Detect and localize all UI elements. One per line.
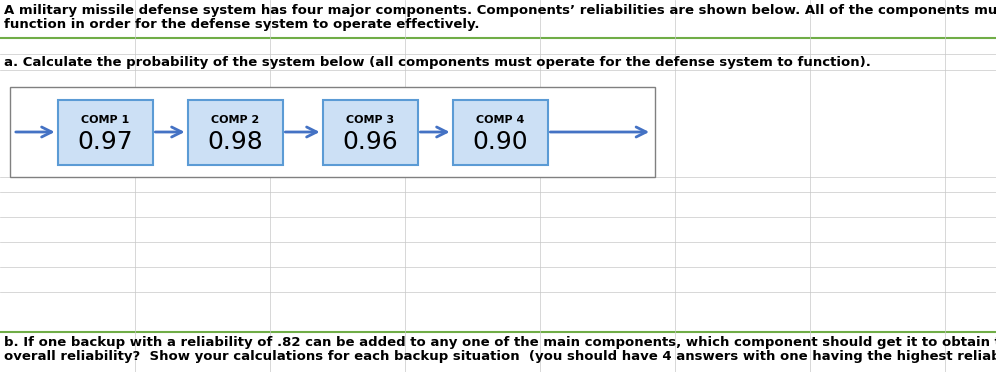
FancyBboxPatch shape	[10, 87, 655, 177]
FancyBboxPatch shape	[58, 99, 152, 164]
Text: a. Calculate the probability of the system below (all components must operate fo: a. Calculate the probability of the syst…	[4, 56, 871, 69]
Text: 0.98: 0.98	[207, 130, 263, 154]
Text: 0.96: 0.96	[342, 130, 397, 154]
Text: function in order for the defense system to operate effectively.: function in order for the defense system…	[4, 18, 479, 31]
Text: COMP 4: COMP 4	[476, 115, 524, 125]
Text: COMP 2: COMP 2	[211, 115, 259, 125]
FancyBboxPatch shape	[452, 99, 548, 164]
FancyBboxPatch shape	[323, 99, 417, 164]
Text: 0.90: 0.90	[472, 130, 528, 154]
Text: COMP 3: COMP 3	[346, 115, 394, 125]
Text: COMP 1: COMP 1	[81, 115, 129, 125]
Text: 0.97: 0.97	[77, 130, 132, 154]
FancyBboxPatch shape	[187, 99, 283, 164]
Text: b. If one backup with a reliability of .82 can be added to any one of the main c: b. If one backup with a reliability of .…	[4, 336, 996, 349]
Text: A military missile defense system has four major components. Components’ reliabi: A military missile defense system has fo…	[4, 4, 996, 17]
Text: overall reliability?  Show your calculations for each backup situation  (you sho: overall reliability? Show your calculati…	[4, 350, 996, 363]
